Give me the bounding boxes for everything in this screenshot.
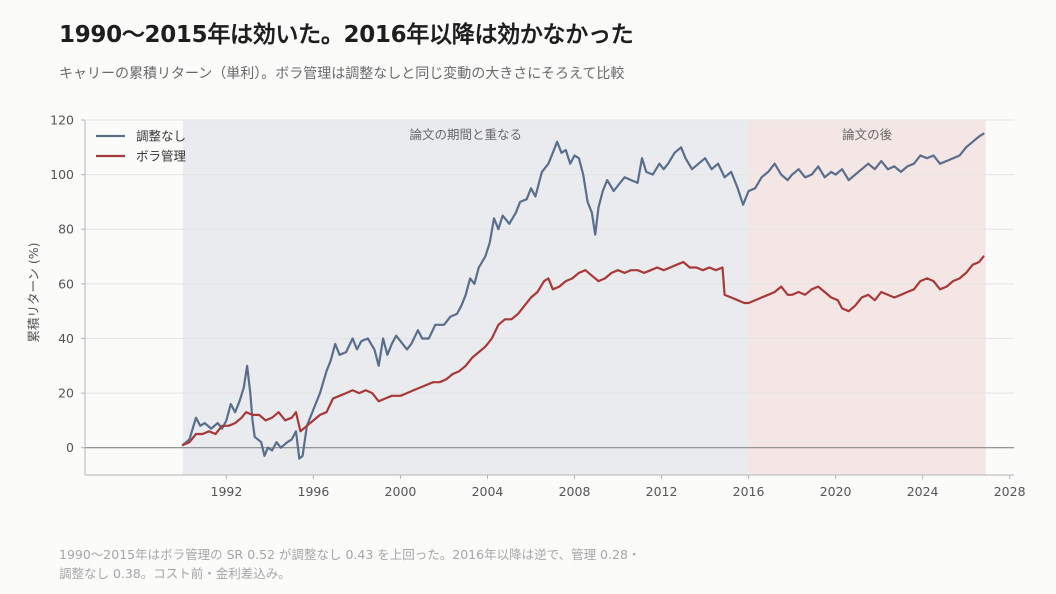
y-tick-label: 20 xyxy=(58,386,74,401)
legend-label-2: ボラ管理 xyxy=(136,149,187,164)
series-line-2 xyxy=(181,255,985,447)
chart-title: 1990〜2015年は効いた。2016年以降は効かなかった xyxy=(59,22,634,48)
x-tick-label: 2016 xyxy=(733,484,765,499)
shaded-regions: 論文の期間と重なる 論文の後 xyxy=(182,120,986,475)
x-tick-label: 2020 xyxy=(820,484,852,499)
x-tick-label: 2000 xyxy=(385,484,417,499)
y-tick-label: 40 xyxy=(58,331,74,346)
legend-label-1: 調整なし xyxy=(136,129,186,144)
region-label-1: 論文の期間と重なる xyxy=(409,127,522,142)
y-tick-label: 0 xyxy=(66,440,74,455)
region-label-2: 論文の後 xyxy=(842,127,893,142)
x-tick-label: 2008 xyxy=(559,484,591,499)
x-tick-label: 2004 xyxy=(472,484,504,499)
footnote-line-1: 1990〜2015年はボラ管理の SR 0.52 が調整なし 0.43 を上回っ… xyxy=(59,547,641,562)
x-tick-label: 2012 xyxy=(646,484,678,499)
y-axis-label: 累積リターン (%) xyxy=(26,243,41,343)
chart-subtitle: キャリーの累積リターン（単利）。ボラ管理は調整なしと同じ変動の大きさにそろえて比… xyxy=(59,66,625,82)
series-line-1 xyxy=(181,132,985,460)
axes: 0 20 40 60 80 100 120 1992 1996 2000 2004 2008 2012 2… xyxy=(26,113,1026,500)
x-tick-label: 2028 xyxy=(994,484,1026,499)
y-tick-label: 120 xyxy=(50,113,74,128)
x-tick-label: 1992 xyxy=(211,484,243,499)
footnote: 1990〜2015年はボラ管理の SR 0.52 が調整なし 0.43 を上回っ… xyxy=(59,545,640,583)
footnote-line-2: 調整なし 0.38。コスト前・金利差込み。 xyxy=(59,566,291,581)
y-tick-label: 100 xyxy=(50,167,74,182)
y-tick-label: 80 xyxy=(58,222,74,237)
y-tick-label: 60 xyxy=(58,276,74,291)
x-tick-label: 2024 xyxy=(907,484,939,499)
series-lines xyxy=(181,132,985,460)
region-band-2 xyxy=(748,120,986,475)
x-tick-label: 1996 xyxy=(298,484,330,499)
